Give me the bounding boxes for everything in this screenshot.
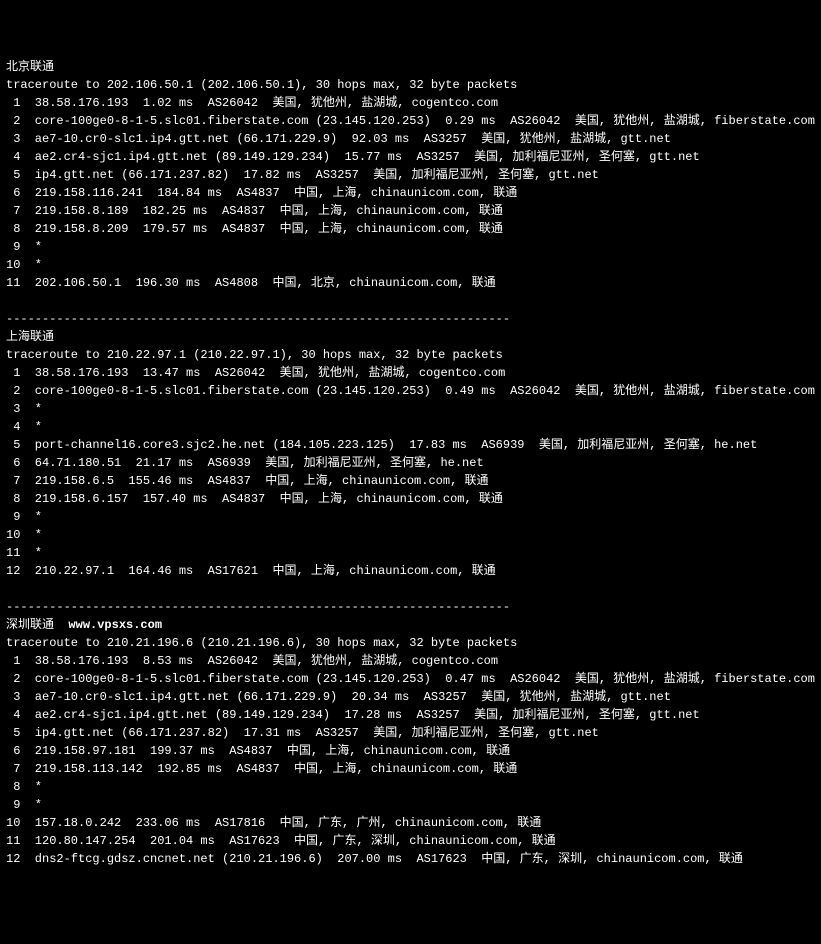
section-divider: ----------------------------------------… [6,598,815,616]
hop-line: 2 core-100ge0-8-1-5.slc01.fiberstate.com… [6,112,815,130]
hop-line: 5 ip4.gtt.net (66.171.237.82) 17.82 ms A… [6,166,815,184]
traceroute-header: traceroute to 210.22.97.1 (210.22.97.1),… [6,346,815,364]
hop-line: 4 * [6,418,815,436]
hop-line: 8 * [6,778,815,796]
hop-line: 3 ae7-10.cr0-slc1.ip4.gtt.net (66.171.22… [6,130,815,148]
hop-line: 4 ae2.cr4-sjc1.ip4.gtt.net (89.149.129.2… [6,706,815,724]
hop-line: 4 ae2.cr4-sjc1.ip4.gtt.net (89.149.129.2… [6,148,815,166]
section-divider: ----------------------------------------… [6,310,815,328]
hop-line: 10 * [6,256,815,274]
hop-line: 9 * [6,238,815,256]
traceroute-header: traceroute to 202.106.50.1 (202.106.50.1… [6,76,815,94]
hop-line: 11 * [6,544,815,562]
traceroute-header: traceroute to 210.21.196.6 (210.21.196.6… [6,634,815,652]
hop-line: 12 dns2-ftcg.gdsz.cncnet.net (210.21.196… [6,850,815,868]
hop-line: 1 38.58.176.193 8.53 ms AS26042 美国, 犹他州,… [6,652,815,670]
section-title-text: 上海联通 [6,330,54,344]
section-title-text: 深圳联通 [6,618,54,632]
hop-line: 6 219.158.116.241 184.84 ms AS4837 中国, 上… [6,184,815,202]
hop-line: 10 157.18.0.242 233.06 ms AS17816 中国, 广东… [6,814,815,832]
hop-line: 3 * [6,400,815,418]
watermark-text: www.vpsxs.com [54,618,162,632]
blank-line [6,580,815,598]
section-title-text: 北京联通 [6,60,54,74]
hop-line: 6 64.71.180.51 21.17 ms AS6939 美国, 加利福尼亚… [6,454,815,472]
hop-line: 2 core-100ge0-8-1-5.slc01.fiberstate.com… [6,382,815,400]
section-title: 北京联通 [6,58,815,76]
hop-line: 11 120.80.147.254 201.04 ms AS17623 中国, … [6,832,815,850]
hop-line: 2 core-100ge0-8-1-5.slc01.fiberstate.com… [6,670,815,688]
hop-line: 3 ae7-10.cr0-slc1.ip4.gtt.net (66.171.22… [6,688,815,706]
hop-line: 12 210.22.97.1 164.46 ms AS17621 中国, 上海,… [6,562,815,580]
terminal-output: 北京联通 traceroute to 202.106.50.1 (202.106.… [6,58,815,868]
hop-line: 5 port-channel16.core3.sjc2.he.net (184.… [6,436,815,454]
hop-line: 7 219.158.6.5 155.46 ms AS4837 中国, 上海, c… [6,472,815,490]
blank-line [6,292,815,310]
hop-line: 1 38.58.176.193 13.47 ms AS26042 美国, 犹他州… [6,364,815,382]
hop-line: 7 219.158.8.189 182.25 ms AS4837 中国, 上海,… [6,202,815,220]
hop-line: 11 202.106.50.1 196.30 ms AS4808 中国, 北京,… [6,274,815,292]
hop-line: 9 * [6,796,815,814]
hop-line: 7 219.158.113.142 192.85 ms AS4837 中国, 上… [6,760,815,778]
hop-line: 1 38.58.176.193 1.02 ms AS26042 美国, 犹他州,… [6,94,815,112]
hop-line: 9 * [6,508,815,526]
hop-line: 8 219.158.6.157 157.40 ms AS4837 中国, 上海,… [6,490,815,508]
section-title: 深圳联通 www.vpsxs.com [6,616,815,634]
section-title: 上海联通 [6,328,815,346]
hop-line: 8 219.158.8.209 179.57 ms AS4837 中国, 上海,… [6,220,815,238]
hop-line: 5 ip4.gtt.net (66.171.237.82) 17.31 ms A… [6,724,815,742]
hop-line: 6 219.158.97.181 199.37 ms AS4837 中国, 上海… [6,742,815,760]
hop-line: 10 * [6,526,815,544]
